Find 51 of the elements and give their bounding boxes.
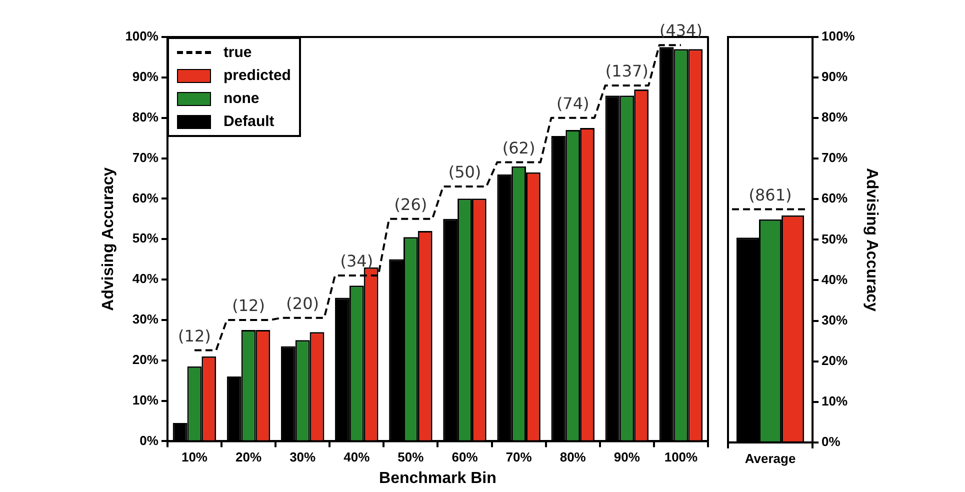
y-axis-title: Advising Accuracy — [862, 168, 880, 312]
y-tick-label: 60% — [132, 190, 159, 206]
x-tick-label: 90% — [614, 450, 640, 465]
y-tick-label: 40% — [822, 272, 848, 287]
y-tick-label: 100% — [125, 28, 159, 44]
annotation: (26) — [394, 195, 428, 214]
x-tick-label: 80% — [560, 450, 586, 465]
y-tick-label: 0% — [822, 434, 841, 449]
annotation: (20) — [286, 294, 320, 314]
x-tick-label: Average — [744, 450, 796, 466]
y-tick-label: 60% — [822, 190, 848, 206]
y-tick-label: 100% — [822, 28, 856, 44]
y-tick-label: 40% — [132, 271, 159, 286]
annotation: (12) — [232, 296, 265, 316]
x-tick-label: 100% — [664, 450, 698, 465]
x-tick-label: 30% — [290, 450, 316, 465]
x-tick-label: 10% — [181, 450, 208, 465]
y-tick-label: 70% — [822, 150, 848, 166]
annotation: (137) — [605, 62, 648, 81]
x-tick-label: 70% — [506, 450, 532, 465]
y-tick-label: 0% — [140, 432, 159, 448]
annotation: (34) — [340, 252, 374, 271]
annotation: (62) — [502, 138, 536, 158]
annotation: (74) — [556, 94, 590, 113]
legend-label: true — [223, 44, 252, 61]
x-tick-label: 40% — [344, 450, 370, 465]
x-tick-label: 20% — [236, 450, 262, 465]
y-tick-label: 10% — [132, 392, 159, 408]
legend-label: none — [223, 90, 260, 107]
annotation: (50) — [448, 162, 482, 182]
y-tick-label: 80% — [132, 109, 159, 124]
annotation: (434) — [659, 21, 702, 40]
y-axis-title: Advising Accuracy — [100, 167, 118, 311]
annotation: (861) — [748, 185, 792, 204]
y-tick-label: 70% — [132, 150, 159, 165]
annotation: (12) — [178, 326, 211, 346]
x-axis-title: Benchmark Bin — [379, 470, 496, 487]
y-tick-label: 30% — [132, 312, 159, 327]
y-tick-label: 30% — [822, 312, 848, 328]
x-tick-label: 60% — [452, 450, 478, 465]
y-tick-label: 20% — [132, 352, 159, 367]
y-tick-label: 50% — [132, 230, 159, 246]
y-tick-label: 90% — [132, 69, 159, 84]
legend-label: predicted — [223, 67, 291, 84]
y-tick-label: 20% — [822, 352, 848, 368]
y-tick-label: 10% — [822, 393, 848, 408]
y-tick-label: 50% — [822, 231, 848, 246]
y-tick-label: 80% — [822, 110, 848, 125]
y-tick-label: 90% — [822, 69, 848, 84]
x-tick-label: 50% — [398, 450, 424, 465]
legend-label: Default — [223, 113, 274, 130]
